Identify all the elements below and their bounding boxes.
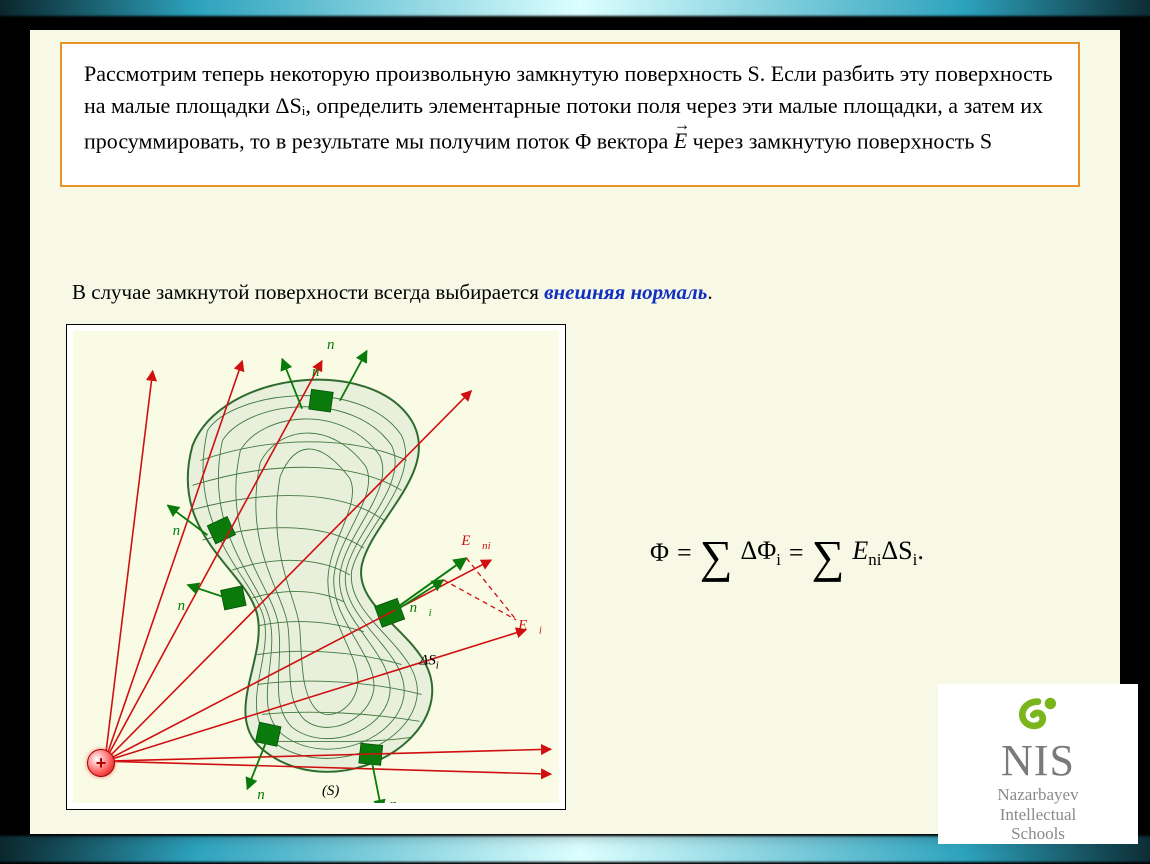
svg-text:n⃗: n⃗ [173,523,192,539]
formula-eq2: = [789,538,804,568]
term2a-sub: ni [868,550,881,569]
logo-sub2: Intellectual [1000,805,1076,824]
logo-sub1: Nazarbayev [997,785,1078,804]
term1-base: ΔΦ [740,536,776,565]
svg-text:n⃗: n⃗ [178,598,197,614]
term2a: E [852,536,868,565]
figure-box: n⃗ n⃗ n⃗ n⃗ n⃗ n⃗ n⃗i E⃗ni E⃗i ΔSi (S) [66,324,566,810]
nis-logo: NIS Nazarbayev Intellectual Schools [938,684,1138,844]
formula-eq1: = [677,538,692,568]
flux-formula: Φ = ∑ ΔΦi = ∑ EniΔSi. [650,530,1070,576]
svg-text:n⃗: n⃗ [312,364,331,380]
surface-body [188,380,433,772]
logo-sub3: Schools [1011,824,1065,843]
sum-symbol-1: ∑ [700,534,733,580]
svg-text:E⃗ni: E⃗ni [460,533,490,552]
figure-svg: n⃗ n⃗ n⃗ n⃗ n⃗ n⃗ n⃗i E⃗ni E⃗i ΔSi (S) [73,331,559,803]
svg-text:n⃗: n⃗ [390,797,409,803]
definition-box: Рассмотрим теперь некоторую произвольную… [60,42,1080,187]
outer-normal-note: В случае замкнутой поверхности всегда вы… [72,280,713,305]
note-emph: внешняя нормаль [544,280,707,304]
definition-text-after: через замкнутую поверхность S [693,128,992,153]
svg-text:n⃗i: n⃗i [410,600,432,619]
slide-body: Рассмотрим теперь некоторую произвольную… [30,30,1120,834]
positive-charge-icon [87,749,115,777]
term1-sub: i [776,550,781,569]
formula-tail: . [917,536,924,565]
vector-E-symbol: E [674,122,687,157]
formula-term2: EniΔSi. [852,536,923,570]
light-beam-top [0,0,1150,16]
formula-lhs: Φ [650,538,669,568]
figure-inner: n⃗ n⃗ n⃗ n⃗ n⃗ n⃗ n⃗i E⃗ni E⃗i ΔSi (S) [73,331,559,803]
logo-main-text: NIS [1001,739,1075,783]
svg-text:(S): (S) [322,783,339,799]
logo-sub-text: Nazarbayev Intellectual Schools [997,785,1078,844]
note-suffix: . [707,280,712,304]
slide-stage: Рассмотрим теперь некоторую произвольную… [0,0,1150,864]
svg-text:n⃗: n⃗ [327,337,346,353]
sum-symbol-2: ∑ [812,534,845,580]
note-prefix: В случае замкнутой поверхности всегда вы… [72,280,544,304]
svg-text:E⃗i: E⃗i [517,618,542,637]
vector-Eni [394,558,467,610]
term2b: ΔS [881,536,912,565]
svg-text:n⃗: n⃗ [257,787,276,803]
formula-term1: ΔΦi [740,536,780,570]
